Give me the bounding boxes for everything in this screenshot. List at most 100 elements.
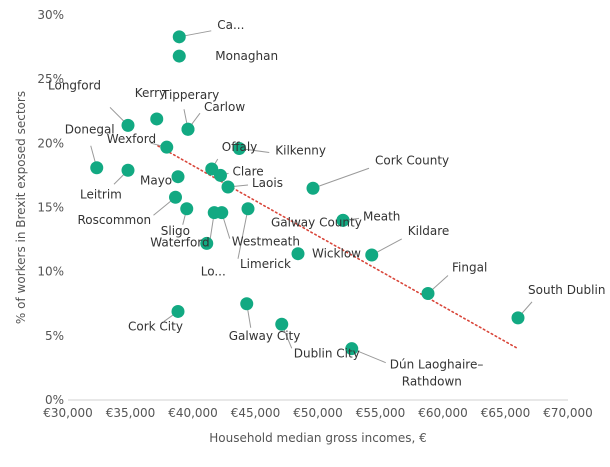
data-point: [365, 248, 379, 262]
point-label-line: Galway City: [229, 329, 301, 343]
point-label-line: South Dublin: [528, 283, 605, 297]
point-label-line: Cork County: [375, 153, 449, 167]
point-label-line: Dublin City: [294, 346, 360, 360]
point-label: Cork City: [128, 319, 183, 333]
point-label: Monaghan: [215, 49, 278, 63]
data-point: [160, 140, 174, 154]
data-point: [121, 118, 135, 132]
point-label: Fingal: [452, 260, 487, 274]
point-label-line: Clare: [233, 164, 264, 178]
point-label: Dublin City: [294, 346, 360, 360]
data-point: [200, 236, 214, 250]
point-labels: Ca... Monaghan Longford KerryTipperaryCarlo…: [48, 18, 605, 389]
data-point: [291, 247, 305, 261]
point-label: Kildare: [408, 224, 450, 238]
point-label: Westmeath: [232, 235, 300, 249]
data-point: [241, 202, 255, 216]
point-label-line: Limerick: [240, 257, 291, 271]
point-label: Clare: [233, 164, 264, 178]
point-label-line: Monaghan: [215, 49, 278, 63]
point-label-line: Sligo: [161, 224, 190, 238]
point-label: Ca...: [217, 18, 244, 32]
data-point: [240, 297, 254, 311]
point-label: Kilkenny: [275, 143, 326, 157]
point-label: South Dublin: [528, 283, 605, 297]
point-label: Galway County: [271, 215, 362, 229]
point-label-line: Kilkenny: [275, 143, 326, 157]
point-label: Leitrim: [80, 187, 122, 201]
data-point: [215, 206, 229, 220]
x-tick-label: €65,000: [481, 406, 531, 420]
point-label-line: Kildare: [408, 224, 450, 238]
point-label: Wexford: [107, 132, 156, 146]
data-point: [221, 180, 235, 194]
point-label: Kerry: [135, 86, 166, 100]
data-point: [421, 286, 435, 300]
point-label-line: Laois: [252, 176, 283, 190]
data-point: [171, 304, 185, 318]
data-points: [90, 30, 525, 356]
point-label-line: Rathdown: [402, 375, 462, 389]
point-label-line: Cork City: [128, 319, 183, 333]
data-point: [121, 163, 135, 177]
data-point: [172, 49, 186, 63]
x-tick-label: €30,000: [43, 406, 93, 420]
data-point: [275, 317, 289, 331]
point-label-line: Galway County: [271, 215, 362, 229]
data-point: [150, 112, 164, 126]
point-label-line: Longford: [48, 78, 101, 92]
x-tick-label: €55,000: [356, 406, 406, 420]
y-axis-title: % of workers in Brexit exposed sectors: [14, 91, 28, 324]
x-tick-label: €40,000: [168, 406, 218, 420]
data-point: [336, 213, 350, 227]
x-tick-labels: €30,000 €35,000 €40,000 €45,000 €50,000 €55,0…: [43, 406, 593, 420]
point-label: Cork County: [375, 153, 449, 167]
x-tick-label: €45,000: [231, 406, 281, 420]
data-point: [345, 342, 359, 356]
point-label-line: Westmeath: [232, 235, 300, 249]
point-label: Meath: [363, 209, 400, 223]
point-label: Lo...: [201, 264, 226, 278]
data-point: [169, 190, 182, 204]
point-label: Waterford: [150, 236, 209, 250]
x-tick-label: €35,000: [106, 406, 156, 420]
x-tick-label: €50,000: [293, 406, 343, 420]
point-label: Mayo: [140, 174, 172, 188]
data-point: [171, 170, 185, 184]
y-tick-label: 0%: [45, 393, 64, 407]
leader-line: [237, 208, 249, 259]
y-tick-label: 20%: [37, 136, 64, 150]
point-label: Dún Laoghaire– Rathdown: [390, 358, 484, 389]
y-tick-label: 10%: [37, 265, 64, 279]
y-tick-label: 30%: [37, 8, 64, 22]
point-label-line: Mayo: [140, 174, 172, 188]
data-point: [180, 202, 194, 216]
x-tick-label: €60,000: [418, 406, 468, 420]
point-label-line: Wexford: [107, 132, 156, 146]
x-tick-label: €70,000: [543, 406, 593, 420]
leader-line: [312, 167, 370, 189]
point-label-line: Ca...: [217, 18, 244, 32]
point-label-line: Meath: [363, 209, 400, 223]
point-label-line: Lo...: [201, 264, 226, 278]
point-label-line: Kerry: [135, 86, 166, 100]
data-point: [232, 141, 246, 155]
point-label: Roscommon: [78, 213, 152, 227]
point-label: Limerick: [240, 257, 291, 271]
point-label-line: Leitrim: [80, 187, 122, 201]
point-label-line: Carlow: [204, 100, 245, 114]
data-point: [90, 161, 104, 175]
point-label-line: Fingal: [452, 260, 487, 274]
point-label-line: Dún Laoghaire–: [390, 358, 484, 372]
point-label: Donegal: [65, 123, 115, 137]
point-label-line: Waterford: [150, 236, 209, 250]
data-point: [511, 311, 525, 325]
point-label-line: Wicklow: [312, 247, 361, 261]
data-point: [214, 168, 227, 182]
point-label: Tipperary: [161, 88, 219, 102]
point-label-line: Donegal: [65, 123, 115, 137]
point-label: Galway City: [229, 329, 301, 343]
y-tick-labels: 0% 5% 10% 15% 20% 25% 30%: [37, 8, 64, 407]
point-label-line: Offaly: [222, 140, 258, 154]
